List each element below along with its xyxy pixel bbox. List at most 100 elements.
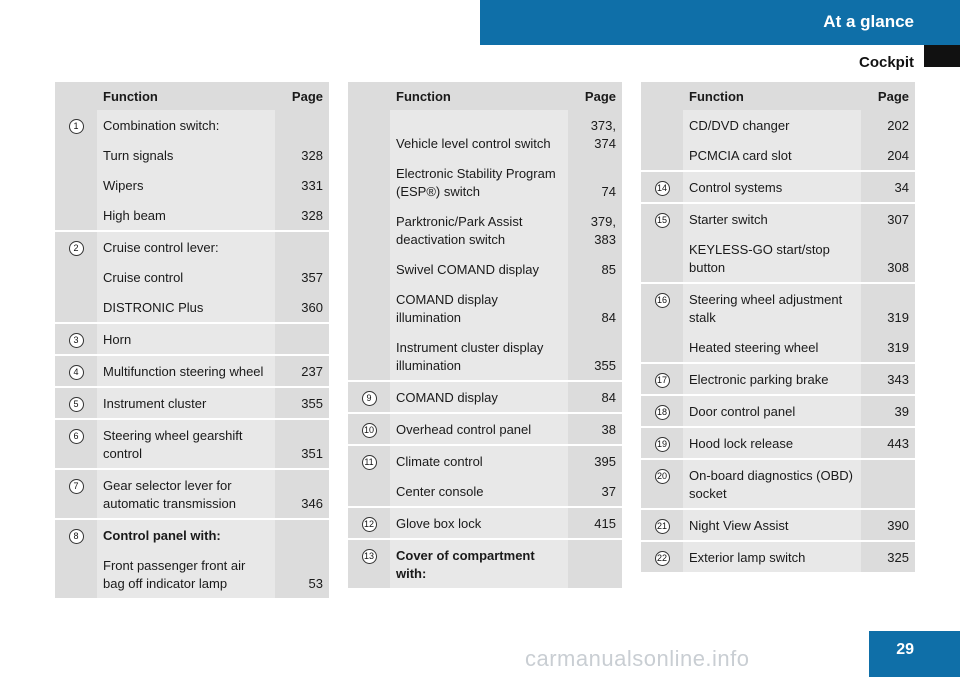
item-number-badge: 8	[68, 529, 84, 544]
table-row: 11 Climate control 395	[348, 445, 622, 508]
page-reference: 390	[861, 509, 915, 542]
table-row: 5 Instrument cluster 355	[55, 387, 329, 420]
page-reference: 415	[568, 507, 622, 540]
page-reference: 319	[861, 332, 915, 364]
function-table-1: Function Page 1 Combination switch: Turn s…	[55, 82, 329, 600]
header-bar	[480, 0, 960, 45]
function-text: KEYLESS-GO start/stop button	[683, 234, 861, 284]
function-text: PCMCIA card slot	[683, 140, 861, 172]
item-number-badge: 6	[68, 429, 84, 444]
table-row: Wipers 331	[55, 170, 329, 200]
item-number-badge: 18	[654, 405, 670, 420]
table-row: 17 Electronic parking brake 343	[641, 363, 915, 396]
function-header: Function	[390, 82, 568, 110]
page-reference: 373, 374	[568, 110, 622, 158]
page-reference: 328	[275, 140, 329, 170]
table-row: 8 Control panel with:	[55, 519, 329, 600]
table-row: Center console 37	[348, 476, 622, 508]
function-text: Glove box lock	[390, 507, 568, 540]
function-text: Gear selector lever for automatic transm…	[97, 469, 275, 520]
page-reference: 39	[861, 395, 915, 428]
item-number-badge: 10	[361, 423, 377, 438]
function-text: Steering wheel adjustment stalk	[683, 283, 861, 332]
table-row: Parktronic/Park Assist deactivation swit…	[348, 206, 622, 254]
function-text: Starter switch	[683, 203, 861, 234]
table-row: COMAND display illumination 84	[348, 284, 622, 332]
item-number-badge: 5	[68, 397, 84, 412]
item-number-cell: 8	[55, 519, 97, 600]
page-reference: 357	[275, 262, 329, 292]
table-row: 20 On-board diagnostics (OBD) socket	[641, 459, 915, 510]
function-text: Multifunction steering wheel	[97, 355, 275, 388]
table-row: Cruise control 357	[55, 262, 329, 292]
page-reference: 38	[568, 413, 622, 446]
page-reference: 395	[568, 445, 622, 476]
item-number-badge: 16	[654, 293, 670, 308]
page-reference: 237	[275, 355, 329, 388]
item-number-cell: 10	[348, 413, 390, 446]
function-text: High beam	[97, 200, 275, 232]
function-text: Exterior lamp switch	[683, 541, 861, 574]
function-text: Cruise control lever:	[97, 231, 275, 262]
item-number-badge: 4	[68, 365, 84, 380]
function-header: Function	[97, 82, 275, 110]
function-text: Steering wheel gearshift control	[97, 419, 275, 470]
function-table-2: Function Page Vehicle level control swit…	[348, 82, 622, 590]
item-number-badge: 3	[68, 333, 84, 348]
function-text: Electronic Stability Program (ESP®) swit…	[390, 158, 568, 206]
number-header	[348, 82, 390, 110]
function-text: Hood lock release	[683, 427, 861, 460]
page-reference: 84	[568, 381, 622, 414]
item-number-badge: 15	[654, 213, 670, 228]
item-number-badge: 17	[654, 373, 670, 388]
function-text: Overhead control panel	[390, 413, 568, 446]
item-number-badge: 20	[654, 469, 670, 484]
page-reference: 351	[275, 419, 329, 470]
function-text: Door control panel	[683, 395, 861, 428]
table-row: KEYLESS-GO start/stop button 308	[641, 234, 915, 284]
item-number-badge: 11	[361, 455, 377, 470]
item-number-cell: 18	[641, 395, 683, 428]
page-reference	[861, 459, 915, 510]
item-number-cell: 11	[348, 445, 390, 508]
item-number-badge: 9	[361, 391, 377, 406]
item-number-cell	[348, 110, 390, 382]
function-text: Wipers	[97, 170, 275, 200]
item-number-cell: 7	[55, 469, 97, 520]
section-tab	[924, 45, 960, 67]
page-reference: 328	[275, 200, 329, 232]
table-row: 22 Exterior lamp switch 325	[641, 541, 915, 574]
table-row: Turn signals 328	[55, 140, 329, 170]
item-number-cell	[641, 110, 683, 172]
function-text: Combination switch:	[97, 110, 275, 140]
table-row: 12 Glove box lock 415	[348, 507, 622, 540]
function-text: Swivel COMAND display	[390, 254, 568, 284]
item-number-badge: 12	[361, 517, 377, 532]
function-text: CD/DVD changer	[683, 110, 861, 140]
page-reference	[275, 519, 329, 550]
table-row: DISTRONIC Plus 360	[55, 292, 329, 324]
page-header: Page	[861, 82, 915, 110]
page-reference: 84	[568, 284, 622, 332]
function-text: Front passenger front air bag off indica…	[97, 550, 275, 600]
table-row: 21 Night View Assist 390	[641, 509, 915, 542]
item-number-badge: 1	[68, 119, 84, 134]
item-number-cell: 21	[641, 509, 683, 542]
page-reference: 204	[861, 140, 915, 172]
function-text: Center console	[390, 476, 568, 508]
item-number-cell: 19	[641, 427, 683, 460]
page-number: 29	[869, 631, 960, 677]
item-number-cell: 13	[348, 539, 390, 590]
function-text: Climate control	[390, 445, 568, 476]
table-row: 6 Steering wheel gearshift control 351	[55, 419, 329, 470]
item-number-badge: 19	[654, 437, 670, 452]
number-header	[55, 82, 97, 110]
function-text: Night View Assist	[683, 509, 861, 542]
page-reference: 379, 383	[568, 206, 622, 254]
page-reference: 346	[275, 469, 329, 520]
page-header: Page	[568, 82, 622, 110]
page-reference: 74	[568, 158, 622, 206]
table-row: 18 Door control panel 39	[641, 395, 915, 428]
function-text: Cruise control	[97, 262, 275, 292]
section-title: Cockpit	[858, 54, 914, 71]
